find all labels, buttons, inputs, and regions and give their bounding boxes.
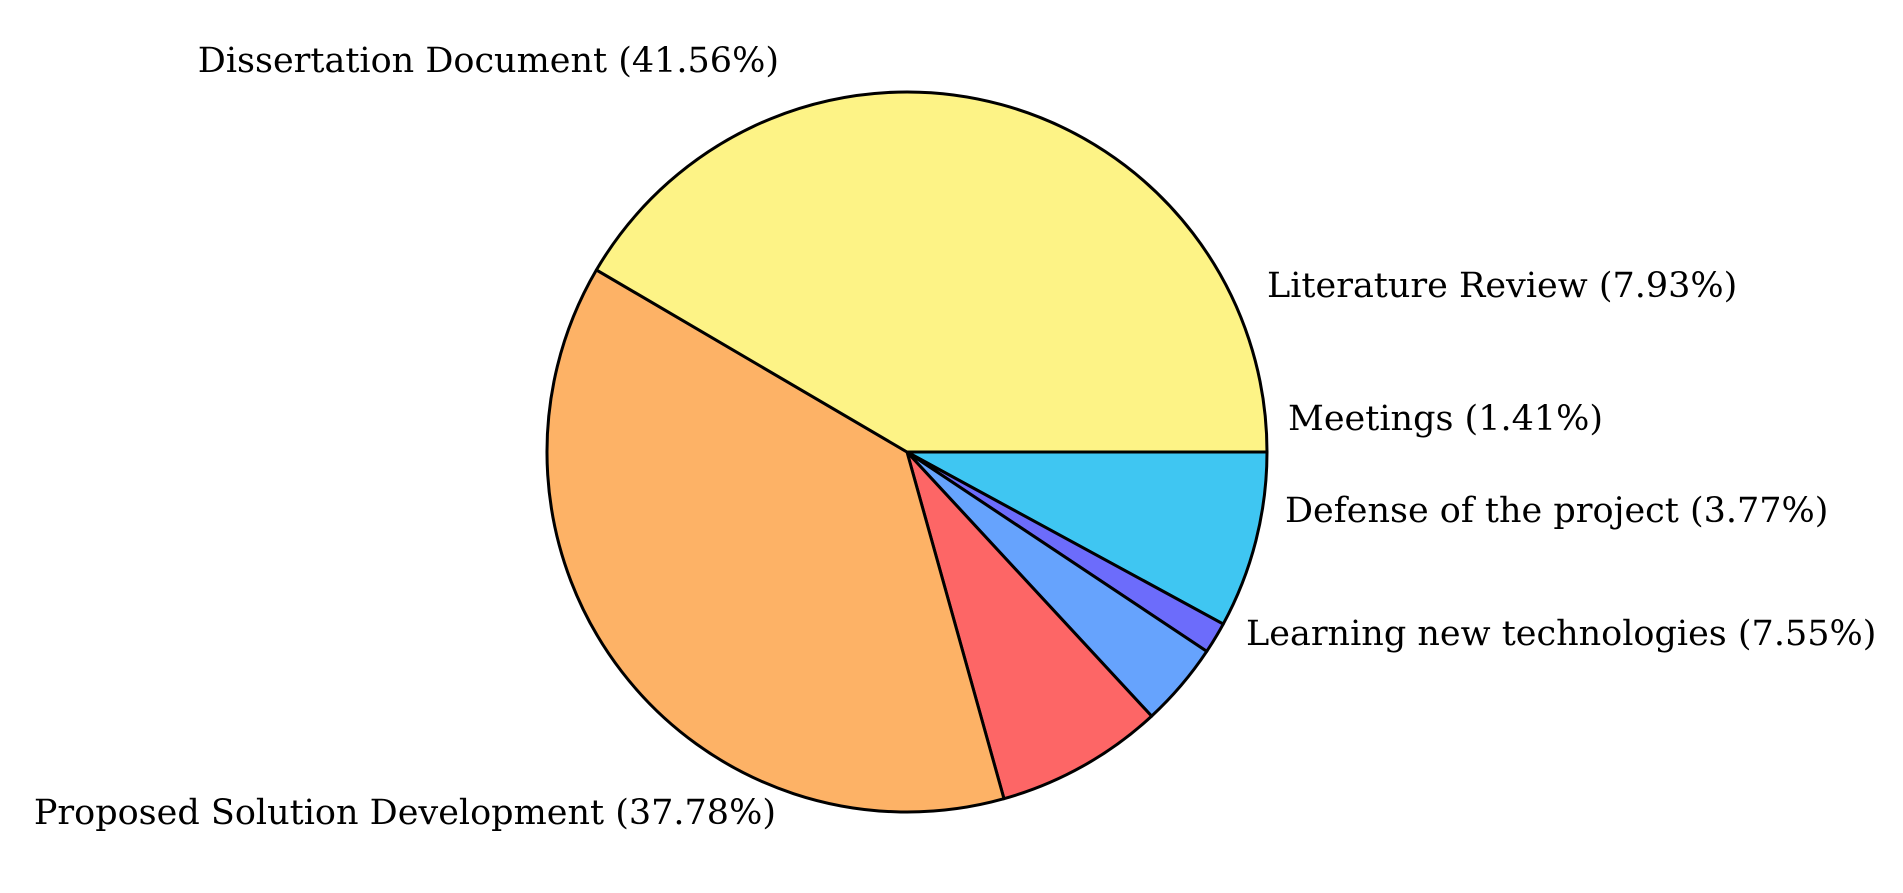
pie-slices [545, 90, 1269, 814]
slice-label-learning-new-technologies: Learning new technologies (7.55%) [1246, 614, 1876, 654]
slice-label-meetings: Meetings (1.41%) [1288, 399, 1603, 439]
pie-slice-learning-new-technologies [905, 450, 1154, 801]
slice-label-literature-review: Literature Review (7.93%) [1267, 266, 1737, 306]
slice-label-proposed-solution-development: Proposed Solution Development (37.78%) [34, 793, 776, 833]
pie-labels: Literature Review (7.93%) Meetings (1.41%… [34, 41, 1877, 833]
pie-slice-dissertation-document [594, 90, 1269, 454]
slice-label-defense-of-the-project: Defense of the project (3.77%) [1285, 491, 1828, 531]
pie-slice-literature-review [905, 450, 1269, 626]
slice-label-dissertation-document: Dissertation Document (41.56%) [198, 41, 779, 81]
pie-slice-proposed-solution-development [545, 268, 1006, 814]
